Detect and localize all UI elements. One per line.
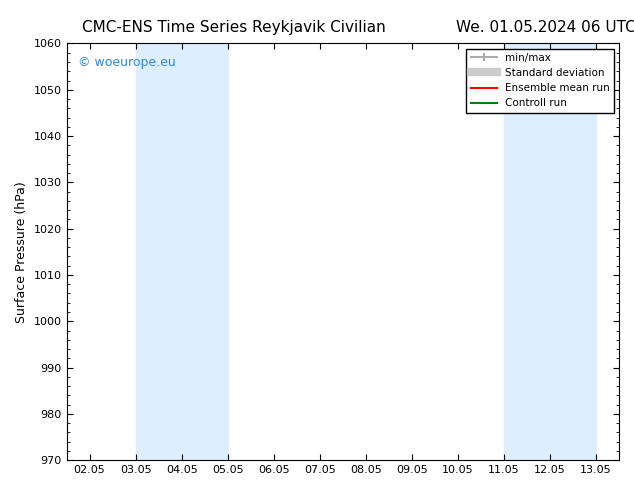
- Legend: min/max, Standard deviation, Ensemble mean run, Controll run: min/max, Standard deviation, Ensemble me…: [467, 49, 614, 113]
- Text: © woeurope.eu: © woeurope.eu: [77, 56, 176, 69]
- Bar: [136, 44, 228, 460]
- Y-axis label: Surface Pressure (hPa): Surface Pressure (hPa): [15, 181, 28, 323]
- Text: We. 01.05.2024 06 UTC: We. 01.05.2024 06 UTC: [456, 20, 634, 35]
- Bar: [504, 44, 596, 460]
- Text: CMC-ENS Time Series Reykjavik Civilian: CMC-ENS Time Series Reykjavik Civilian: [82, 20, 386, 35]
